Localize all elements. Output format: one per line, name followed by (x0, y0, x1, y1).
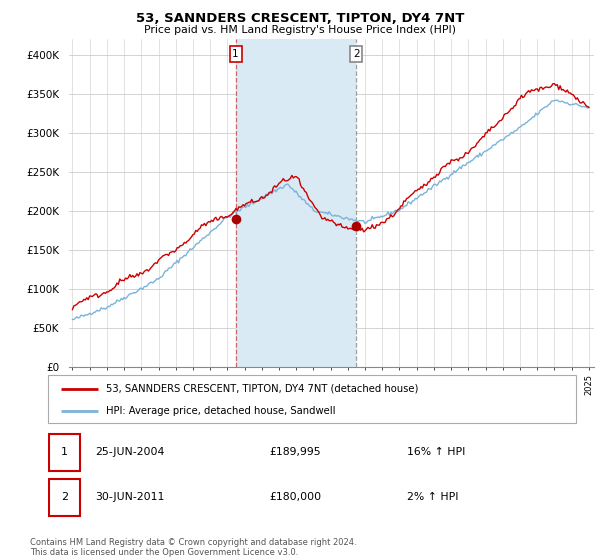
Text: 1: 1 (61, 447, 68, 457)
Text: HPI: Average price, detached house, Sandwell: HPI: Average price, detached house, Sand… (106, 406, 335, 416)
Text: 25-JUN-2004: 25-JUN-2004 (95, 447, 165, 457)
Text: 30-JUN-2011: 30-JUN-2011 (95, 492, 165, 502)
Text: £180,000: £180,000 (270, 492, 322, 502)
Text: 1: 1 (232, 49, 239, 59)
Text: Price paid vs. HM Land Registry's House Price Index (HPI): Price paid vs. HM Land Registry's House … (144, 25, 456, 35)
Text: 2% ↑ HPI: 2% ↑ HPI (407, 492, 458, 502)
Text: £189,995: £189,995 (270, 447, 322, 457)
FancyBboxPatch shape (49, 434, 80, 471)
Text: 16% ↑ HPI: 16% ↑ HPI (407, 447, 466, 457)
FancyBboxPatch shape (49, 479, 80, 516)
FancyBboxPatch shape (48, 375, 576, 423)
Text: 53, SANNDERS CRESCENT, TIPTON, DY4 7NT (detached house): 53, SANNDERS CRESCENT, TIPTON, DY4 7NT (… (106, 384, 418, 394)
Text: 53, SANNDERS CRESCENT, TIPTON, DY4 7NT: 53, SANNDERS CRESCENT, TIPTON, DY4 7NT (136, 12, 464, 25)
Text: 2: 2 (353, 49, 359, 59)
Text: Contains HM Land Registry data © Crown copyright and database right 2024.
This d: Contains HM Land Registry data © Crown c… (30, 538, 356, 557)
Text: 2: 2 (61, 492, 68, 502)
